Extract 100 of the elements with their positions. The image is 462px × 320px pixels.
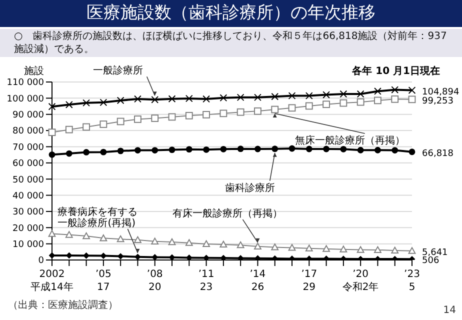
- text: 各年 10 月1日現在: [352, 64, 440, 78]
- data-label: 506: [422, 256, 440, 266]
- point: [220, 254, 227, 260]
- point: [65, 100, 73, 108]
- x-tick-label: 2002 平成14年: [30, 269, 74, 293]
- point: [65, 231, 73, 238]
- point: [116, 235, 124, 242]
- y-tick-label: 40 000: [12, 191, 44, 202]
- point: [186, 254, 192, 260]
- point: [288, 244, 296, 251]
- y-tick-label: 30 000: [12, 208, 44, 218]
- point: [408, 86, 416, 94]
- point: [391, 86, 399, 94]
- point: [271, 244, 279, 250]
- x-tick-label: ’05 17: [95, 269, 112, 293]
- point: [48, 102, 56, 110]
- point: [116, 118, 124, 126]
- point: [272, 146, 278, 152]
- point: [323, 146, 330, 152]
- point: [82, 232, 90, 240]
- point: [202, 95, 210, 103]
- data-label: 66,818: [422, 148, 454, 159]
- point: [186, 146, 192, 153]
- point: [48, 252, 56, 259]
- point: [152, 254, 158, 260]
- point: [288, 92, 296, 100]
- data-label: 104,894: [422, 87, 460, 98]
- point: [408, 148, 416, 156]
- point: [48, 128, 56, 136]
- point: [117, 253, 124, 260]
- point: [237, 255, 244, 260]
- point: [305, 92, 313, 100]
- y-tick-label: 0: [38, 256, 44, 266]
- x-tick-label: ’20 令和2年: [342, 269, 379, 293]
- point: [356, 246, 364, 253]
- point: [254, 255, 261, 260]
- text: 無床一般診療所（再掲）: [294, 134, 405, 147]
- point: [65, 126, 73, 134]
- y-tick-label: 110 000: [6, 78, 44, 88]
- point: [220, 94, 228, 102]
- point: [48, 151, 56, 158]
- point: [254, 146, 261, 152]
- y-tick-label: 90 000: [12, 110, 44, 121]
- point: [168, 254, 176, 260]
- point: [117, 148, 124, 154]
- point: [322, 245, 330, 252]
- point: [100, 98, 108, 106]
- point: [220, 110, 228, 118]
- y-tick-label: 70 000: [12, 142, 44, 153]
- point: [168, 95, 176, 103]
- point: [306, 146, 312, 152]
- point: [357, 146, 364, 154]
- point: [305, 102, 313, 110]
- y-tick-label: 20 000: [12, 224, 44, 234]
- point: [168, 238, 176, 246]
- data-label: 99,253: [422, 96, 454, 106]
- point: [83, 149, 90, 156]
- point: [82, 123, 90, 131]
- point: [203, 254, 210, 260]
- point: [185, 112, 193, 120]
- point: [203, 146, 210, 153]
- x-tick-label: ’14 26: [250, 269, 266, 293]
- point: [340, 90, 348, 98]
- x-tick-label: ’11 23: [198, 269, 214, 293]
- point: [100, 148, 107, 156]
- point: [322, 91, 330, 98]
- y-tick-label: 60 000: [12, 159, 44, 170]
- point: [134, 116, 142, 123]
- point: [322, 100, 330, 108]
- point: [185, 239, 193, 246]
- x-tick-label: ’17 29: [301, 269, 318, 293]
- point: [391, 95, 399, 103]
- y-tick-label: 100 000: [6, 94, 44, 104]
- point: [220, 146, 227, 152]
- point: [134, 147, 141, 154]
- point: [374, 88, 382, 95]
- point: [100, 234, 108, 242]
- point: [100, 120, 108, 128]
- point: [236, 241, 244, 248]
- point: [151, 238, 159, 244]
- point: [202, 110, 210, 118]
- text: 歯科診療所: [224, 182, 275, 194]
- series-label: 有床一般診療所（再掲）: [172, 207, 283, 220]
- point: [151, 96, 159, 104]
- point: [254, 94, 262, 102]
- point: [392, 147, 398, 154]
- point: [340, 146, 347, 152]
- x-tick-label: ’08 20: [146, 269, 163, 293]
- point: [168, 146, 176, 153]
- point: [288, 104, 296, 112]
- text: 14: [443, 305, 456, 316]
- point: [340, 99, 348, 107]
- point: [236, 94, 244, 102]
- point: [356, 90, 364, 98]
- point: [116, 96, 124, 104]
- point: [374, 96, 382, 104]
- point: [305, 244, 313, 252]
- point: [152, 147, 158, 154]
- point: [271, 92, 279, 100]
- point: [100, 252, 107, 259]
